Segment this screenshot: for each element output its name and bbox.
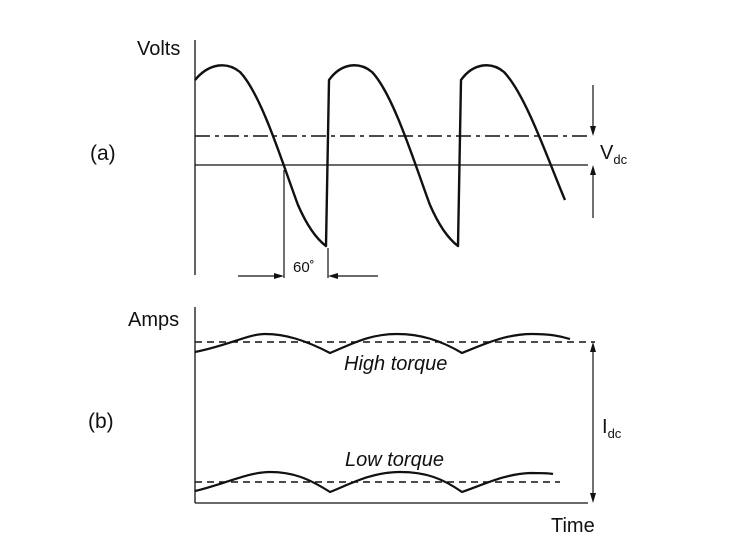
low-torque-current-waveform bbox=[194, 470, 554, 494]
low-torque-label: Low torque bbox=[345, 449, 444, 471]
volts-axis-label: Volts bbox=[137, 38, 180, 60]
angle-right-arrowhead bbox=[328, 273, 338, 279]
high-torque-current-waveform bbox=[194, 332, 571, 355]
vdc-top-arrowhead bbox=[590, 126, 596, 136]
vdc-label: Vdc bbox=[600, 142, 628, 167]
angle-left-arrowhead bbox=[274, 273, 284, 279]
idc-bottom-arrowhead bbox=[590, 493, 596, 503]
time-axis-label: Time bbox=[551, 515, 595, 537]
angle-60-label: 60˚ bbox=[293, 259, 315, 276]
idc-label: Idc bbox=[602, 416, 622, 441]
vdc-bottom-arrowhead bbox=[590, 165, 596, 175]
panel-b: Amps (b) Time High torque Low torque Idc bbox=[88, 307, 622, 537]
rectified-voltage-waveform bbox=[194, 64, 567, 248]
idc-top-arrowhead bbox=[590, 342, 596, 352]
panel-a-tag: (a) bbox=[90, 142, 116, 165]
amps-axis-label: Amps bbox=[128, 309, 179, 331]
high-torque-label: High torque bbox=[344, 353, 447, 375]
panel-a: Volts (a) 60˚ Vdc bbox=[90, 38, 628, 279]
panel-b-tag: (b) bbox=[88, 410, 114, 433]
